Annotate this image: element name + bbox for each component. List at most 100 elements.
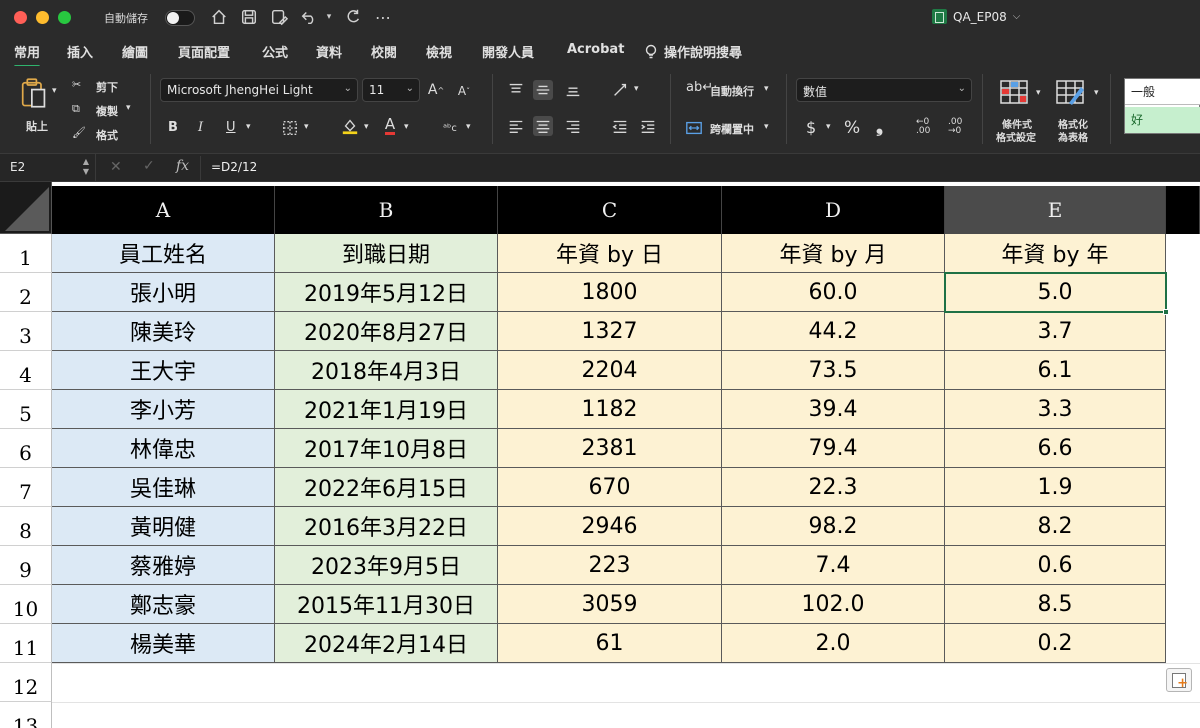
row-header-2[interactable]: 2 <box>0 273 52 312</box>
row-header-12[interactable]: 12 <box>0 663 52 702</box>
cell-b3[interactable]: 2020年8月27日 <box>275 312 498 351</box>
home-icon[interactable] <box>208 6 230 28</box>
formula-input[interactable]: =D2/12 <box>200 156 1200 180</box>
tab-review[interactable]: 校閱 <box>371 46 398 61</box>
row-header-8[interactable]: 8 <box>0 507 52 546</box>
redo-icon[interactable] <box>342 6 364 28</box>
cell-a6[interactable]: 林偉忠 <box>52 429 275 468</box>
fill-color-dropdown-chevron-icon[interactable]: ▾ <box>364 122 369 132</box>
cell-b9[interactable]: 2023年9月5日 <box>275 546 498 585</box>
conditional-formatting-icon[interactable] <box>998 78 1030 106</box>
fill-handle[interactable] <box>1163 309 1169 315</box>
select-all-button[interactable] <box>0 182 52 234</box>
tab-page-layout[interactable]: 頁面配置 <box>178 46 231 61</box>
font-size-dropdown[interactable]: 11 ⌄ <box>362 78 420 102</box>
cell-c11[interactable]: 61 <box>498 624 722 663</box>
row-header-3[interactable]: 3 <box>0 312 52 351</box>
cond-format-label-line1[interactable]: 條件式 <box>1002 120 1032 131</box>
cell-a2[interactable]: 張小明 <box>52 273 275 312</box>
cell-c4[interactable]: 2204 <box>498 351 722 390</box>
row-header-13[interactable]: 13 <box>0 702 52 728</box>
cell-d3[interactable]: 44.2 <box>722 312 945 351</box>
cell-b11[interactable]: 2024年2月14日 <box>275 624 498 663</box>
cell-e1[interactable]: 年資 by 年 <box>945 234 1166 273</box>
cell-c3[interactable]: 1327 <box>498 312 722 351</box>
phonetic-dropdown-chevron-icon[interactable]: ▾ <box>466 122 471 132</box>
cell-e7[interactable]: 1.9 <box>945 468 1166 507</box>
insert-function-icon[interactable]: fx <box>176 158 190 174</box>
cut-icon[interactable]: ✂ <box>72 78 82 91</box>
name-box[interactable]: E2 ▲ ▼ <box>0 154 96 182</box>
copy-dropdown-chevron-icon[interactable]: ▾ <box>126 103 131 113</box>
cond-format-dropdown-chevron-icon[interactable]: ▾ <box>1036 88 1041 98</box>
cell-a4[interactable]: 王大宇 <box>52 351 275 390</box>
copy-icon[interactable]: ⧉ <box>72 102 80 115</box>
paste-label[interactable]: 貼上 <box>26 120 48 133</box>
fill-color-icon[interactable] <box>340 116 360 136</box>
column-header-c[interactable]: C <box>498 186 722 234</box>
merge-center-icon[interactable] <box>684 118 704 138</box>
cell-d6[interactable]: 79.4 <box>722 429 945 468</box>
style-normal[interactable]: 一般 <box>1125 79 1200 105</box>
tab-home[interactable]: 常用 <box>14 42 41 68</box>
currency-button[interactable]: $ <box>806 118 817 137</box>
cell-b4[interactable]: 2018年4月3日 <box>275 351 498 390</box>
tab-view[interactable]: 檢視 <box>426 46 453 61</box>
cell-b6[interactable]: 2017年10月8日 <box>275 429 498 468</box>
cell-a9[interactable]: 蔡雅婷 <box>52 546 275 585</box>
document-title[interactable]: QA_EP08 ⌵ <box>932 9 1020 24</box>
row-header-9[interactable]: 9 <box>0 546 52 585</box>
row-header-10[interactable]: 10 <box>0 585 52 624</box>
borders-icon[interactable] <box>280 118 300 138</box>
cell-d10[interactable]: 102.0 <box>722 585 945 624</box>
currency-dropdown-chevron-icon[interactable]: ▾ <box>826 122 831 132</box>
cell-c7[interactable]: 670 <box>498 468 722 507</box>
percent-button[interactable]: % <box>844 118 861 138</box>
tell-me-search[interactable]: 操作說明搜尋 <box>644 42 742 61</box>
cell-e11[interactable]: 0.2 <box>945 624 1166 663</box>
undo-dropdown-chevron-icon[interactable]: ▾ <box>326 12 332 22</box>
align-middle-icon[interactable] <box>533 80 553 100</box>
cell-c2[interactable]: 1800 <box>498 273 722 312</box>
copy-button[interactable]: 複製 <box>96 105 118 118</box>
cell-b10[interactable]: 2015年11月30日 <box>275 585 498 624</box>
format-table-label-line2[interactable]: 為表格 <box>1058 133 1088 144</box>
cell-c8[interactable]: 2946 <box>498 507 722 546</box>
tab-insert[interactable]: 插入 <box>67 46 94 61</box>
tab-formulas[interactable]: 公式 <box>262 46 289 61</box>
paste-dropdown-chevron-icon[interactable]: ▾ <box>52 86 57 96</box>
format-painter-icon[interactable]: 🖌 <box>72 126 86 139</box>
cell-a10[interactable]: 鄭志豪 <box>52 585 275 624</box>
cell-b1[interactable]: 到職日期 <box>275 234 498 273</box>
tab-developer[interactable]: 開發人員 <box>482 46 535 61</box>
cell-d9[interactable]: 7.4 <box>722 546 945 585</box>
more-commands-icon[interactable]: ⋯ <box>375 7 391 27</box>
format-table-label-line1[interactable]: 格式化 <box>1058 120 1088 131</box>
orientation-icon[interactable] <box>610 80 630 100</box>
paste-options-icon[interactable] <box>1166 668 1192 692</box>
column-header-b[interactable]: B <box>275 186 498 234</box>
wrap-text-button[interactable]: 自動換行 <box>710 85 754 98</box>
decrease-indent-icon[interactable] <box>610 116 630 136</box>
increase-font-size-icon[interactable]: A ^ <box>427 82 445 98</box>
tab-draw[interactable]: 繪圖 <box>122 46 149 61</box>
cell-d1[interactable]: 年資 by 月 <box>722 234 945 273</box>
cell-d7[interactable]: 22.3 <box>722 468 945 507</box>
align-top-icon[interactable] <box>506 80 526 100</box>
font-color-dropdown-chevron-icon[interactable]: ▾ <box>404 122 409 132</box>
cell-c9[interactable]: 223 <box>498 546 722 585</box>
cell-a3[interactable]: 陳美玲 <box>52 312 275 351</box>
save-as-icon[interactable] <box>268 6 290 28</box>
zoom-window-button[interactable] <box>58 11 71 24</box>
cell-c6[interactable]: 2381 <box>498 429 722 468</box>
cell-d11[interactable]: 2.0 <box>722 624 945 663</box>
row-header-5[interactable]: 5 <box>0 390 52 429</box>
name-box-stepper-icon[interactable]: ▲ ▼ <box>82 157 89 176</box>
save-icon[interactable] <box>238 6 260 28</box>
cell-b2[interactable]: 2019年5月12日 <box>275 273 498 312</box>
close-window-button[interactable] <box>14 11 27 24</box>
column-header-d[interactable]: D <box>722 186 945 234</box>
cell-c10[interactable]: 3059 <box>498 585 722 624</box>
row-header-6[interactable]: 6 <box>0 429 52 468</box>
